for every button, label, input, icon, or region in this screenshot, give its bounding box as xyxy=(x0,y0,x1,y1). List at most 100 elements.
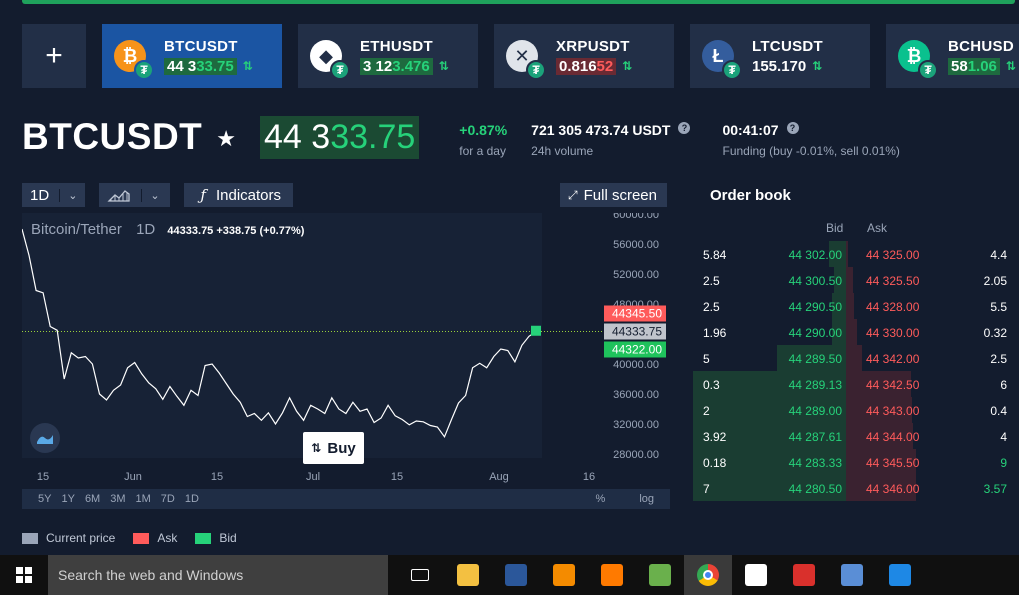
indicators-button[interactable]: ƒ Indicators xyxy=(184,183,294,207)
word-icon[interactable] xyxy=(492,555,540,595)
log-toggle[interactable]: log xyxy=(639,493,654,505)
ticker-symbol: BTCUSDT xyxy=(164,37,238,55)
volume-stat: 721 305 473.74 USDT? 24h volume xyxy=(531,122,691,158)
favorite-star-icon[interactable]: ★ xyxy=(216,126,236,151)
funding-help-icon[interactable]: ? xyxy=(786,122,799,134)
ticker-tile-xrpusdt[interactable]: ✕ ₮ XRPUSDT 0.81652 ⇅ xyxy=(494,24,674,88)
bid-size: 2.5 xyxy=(703,274,720,288)
ticker-price-base: 44 3 xyxy=(167,57,197,75)
bid-price: 44 283.33 xyxy=(788,456,842,470)
order-book-row[interactable]: 3.92 44 287.61 44 344.00 4 xyxy=(693,423,1019,449)
bid-size: 2.5 xyxy=(703,300,720,314)
chrome-icon[interactable] xyxy=(684,555,732,595)
order-book-row[interactable]: 5 44 289.50 44 342.00 2.5 xyxy=(693,345,1019,371)
ucbrowser-icon[interactable] xyxy=(588,555,636,595)
bid-depth-bar xyxy=(834,267,846,293)
ticker-tile-ethusdt[interactable]: ◆ ₮ ETHUSDT 3 123.476 ⇅ xyxy=(298,24,478,88)
pair-title: BTCUSDT xyxy=(22,116,203,157)
legend-ask-label: Ask xyxy=(157,531,178,545)
y-tick-label: 36000.00 xyxy=(613,389,659,401)
file-explorer-icon[interactable] xyxy=(444,555,492,595)
order-book-row[interactable]: 2 44 289.00 44 343.00 0.4 xyxy=(693,397,1019,423)
ask-size: 4 xyxy=(1000,430,1007,444)
taskbar-search-input[interactable]: Search the web and Windows xyxy=(48,555,388,595)
ticker-symbol: BCHUSD xyxy=(948,37,1014,55)
range-button-3m[interactable]: 3M xyxy=(110,493,126,505)
funding-stat: 00:41:07? Funding (buy -0.01%, sell 0.01… xyxy=(722,122,900,158)
bid-price: 44 290.50 xyxy=(788,300,842,314)
fullscreen-label: Full screen xyxy=(583,186,657,204)
tether-icon: ₮ xyxy=(330,60,350,80)
x-tick-label: Jun xyxy=(124,471,142,483)
photos-icon[interactable] xyxy=(732,555,780,595)
chart-logo-icon[interactable] xyxy=(30,423,60,453)
file-explorer-icon-shape xyxy=(457,564,479,586)
order-book-row[interactable]: 1.96 44 290.00 44 330.00 0.32 xyxy=(693,319,1019,345)
ask-price: 44 325.00 xyxy=(866,248,920,262)
vlc-icon[interactable] xyxy=(540,555,588,595)
add-ticker-button[interactable]: + xyxy=(22,24,86,88)
order-book-row[interactable]: 0.18 44 283.33 44 345.50 9 xyxy=(693,449,1019,475)
range-button-6m[interactable]: 6M xyxy=(84,493,101,505)
chart-type-select[interactable]: ⌄ xyxy=(99,183,171,207)
order-book-row[interactable]: 2.5 44 300.50 44 325.50 2.05 xyxy=(693,267,1019,293)
bid-depth-bar xyxy=(829,241,846,267)
trade-arrows-icon: ⇅ xyxy=(311,441,322,455)
ticker-price-highlight: 1.06 xyxy=(967,57,997,75)
taskbar-apps xyxy=(396,555,924,595)
legend-current: Current price xyxy=(22,531,115,545)
network-icon-shape xyxy=(841,564,863,586)
range-button-5y[interactable]: 5Y xyxy=(38,493,52,505)
tether-icon: ₮ xyxy=(526,60,546,80)
task-view-icon[interactable] xyxy=(396,555,444,595)
current-price: 44 3 33.75 xyxy=(260,116,420,159)
y-tick-label: 40000.00 xyxy=(613,359,659,371)
bid-size: 5.84 xyxy=(703,248,727,262)
network-icon[interactable] xyxy=(828,555,876,595)
ticker-tile-btcusdt[interactable]: ₿ ₮ BTCUSDT 44 333.75 ⇅ xyxy=(102,24,282,88)
ticker-tile-ltcusdt[interactable]: Ł ₮ LTCUSDT 155.170 ⇅ xyxy=(690,24,870,88)
tradingview-logo-icon xyxy=(37,435,53,444)
pair-header: BTCUSDT ★ 44 3 33.75 +0.87% for a day 721… xyxy=(22,116,900,159)
tether-icon: ₮ xyxy=(918,60,938,80)
range-bar: 5Y 1Y 6M 3M 1M 7D 1D % log xyxy=(22,489,670,509)
price-highlight: 33.75 xyxy=(330,118,416,156)
tether-icon: ₮ xyxy=(722,60,742,80)
buy-button[interactable]: ⇅ Buy xyxy=(303,432,364,464)
trade-arrows-icon: ⇅ xyxy=(622,59,633,73)
calculator-icon[interactable] xyxy=(876,555,924,595)
legend-bid: Bid xyxy=(195,531,237,545)
ask-price: 44 325.50 xyxy=(866,274,920,288)
ticker-price-base: 58 xyxy=(951,57,968,75)
volume-help-icon[interactable]: ? xyxy=(678,122,691,134)
range-button-1d[interactable]: 1D xyxy=(184,493,199,505)
function-icon: ƒ xyxy=(200,186,206,204)
range-button-1m[interactable]: 1M xyxy=(135,493,151,505)
range-button-7d[interactable]: 7D xyxy=(160,493,175,505)
coin-icon: ₿ ₮ xyxy=(898,40,938,80)
ticker-tile-bchusd[interactable]: ₿ ₮ BCHUSD 581.06 ⇅ xyxy=(886,24,1019,88)
percent-toggle[interactable]: % xyxy=(595,493,606,505)
ask-price: 44 345.50 xyxy=(866,456,920,470)
order-book-row[interactable]: 7 44 280.50 44 346.00 3.57 xyxy=(693,475,1019,501)
bid-depth-bar xyxy=(693,423,846,449)
bid-price-tag: 44322.00 xyxy=(612,342,662,356)
legend-current-label: Current price xyxy=(46,531,116,545)
ticker-price: 44 333.75 xyxy=(164,57,237,75)
order-book-row[interactable]: 2.5 44 290.50 44 328.00 5.5 xyxy=(693,293,1019,319)
price-chart[interactable]: 60000.0056000.0052000.0048000.0044000.00… xyxy=(22,213,670,509)
interval-select[interactable]: 1D ⌄ xyxy=(22,183,86,207)
fullscreen-button[interactable]: ⤢ Full screen xyxy=(560,183,667,207)
ticker-price: 3 123.476 xyxy=(360,57,433,75)
order-book-row[interactable]: 0.3 44 289.13 44 342.50 6 xyxy=(693,371,1019,397)
pdf-icon[interactable] xyxy=(780,555,828,595)
ask-price-tag: 44345.50 xyxy=(612,306,662,320)
windows-start-icon[interactable] xyxy=(0,555,48,595)
range-button-1y[interactable]: 1Y xyxy=(61,493,75,505)
order-book-row[interactable]: 5.84 44 302.00 44 325.00 4.4 xyxy=(693,241,1019,267)
funding-label: Funding (buy -0.01%, sell 0.01%) xyxy=(722,144,900,158)
x-tick-label: 15 xyxy=(391,471,403,483)
ask-depth-bar xyxy=(846,293,854,319)
ask-price-tag-bg xyxy=(604,305,666,322)
notepad-icon[interactable] xyxy=(636,555,684,595)
